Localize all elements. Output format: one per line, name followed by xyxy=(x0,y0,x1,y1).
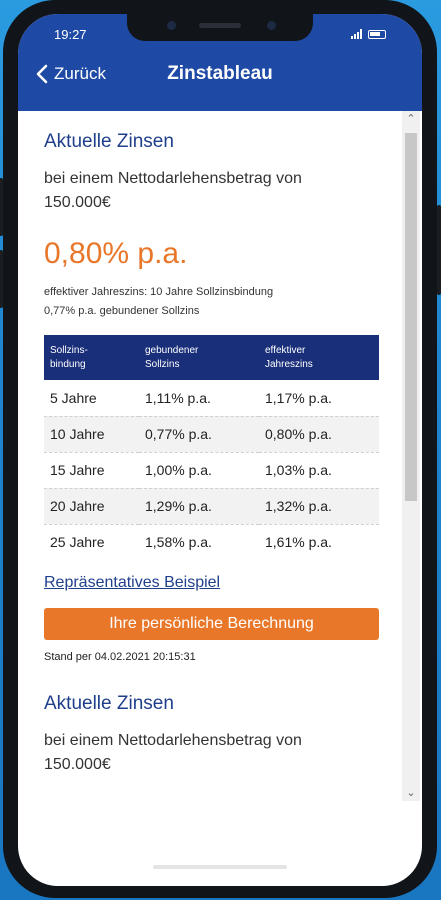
back-label: Zurück xyxy=(54,64,106,83)
table-row: 20 Jahre 1,29% p.a. 1,32% p.a. xyxy=(44,487,379,524)
chevron-left-icon xyxy=(36,64,48,84)
sensor-icon xyxy=(267,21,276,30)
speaker xyxy=(199,23,241,28)
table-row: 10 Jahre 0,77% p.a. 0,80% p.a. xyxy=(44,415,379,452)
status-time: 19:27 xyxy=(54,27,87,42)
table-cell: 1,58% p.a. xyxy=(139,523,259,560)
header-line: Sollzins- xyxy=(50,344,88,356)
table-header-row: Sollzins- bindung gebundener Sollzins ef… xyxy=(44,335,379,380)
header-line: Jahreszins xyxy=(265,358,313,370)
rate-note-line: effektiver Jahreszins: 10 Jahre Sollzins… xyxy=(44,286,274,298)
table-cell: 20 Jahre xyxy=(44,487,139,524)
status-icons xyxy=(351,29,386,39)
rate-note-line: 0,77% p.a. gebundener Sollzins xyxy=(44,305,200,317)
main-content: Aktuelle Zinsen bei einem Nettodarlehens… xyxy=(44,111,394,811)
scrollbar-thumb[interactable] xyxy=(405,133,417,501)
home-indicator[interactable] xyxy=(153,865,287,869)
loan-amount: 150.000€ xyxy=(44,194,111,211)
camera-icon xyxy=(167,21,176,30)
subtitle-line: bei einem Nettodarlehensbetrag von xyxy=(44,732,302,749)
effective-rate: 0,80% p.a. xyxy=(44,237,188,270)
back-button[interactable]: Zurück xyxy=(36,64,106,84)
table-row: 5 Jahre 1,11% p.a. 1,17% p.a. xyxy=(44,380,379,416)
table-row: 25 Jahre 1,58% p.a. 1,61% p.a. xyxy=(44,523,379,560)
table-cell: 1,17% p.a. xyxy=(265,389,332,406)
signal-icon xyxy=(351,29,362,39)
table-row: 15 Jahre 1,00% p.a. 1,03% p.a. xyxy=(44,451,379,488)
app-header: 19:27 Zurück Zinstableau xyxy=(18,14,422,111)
column-header: effektiver Jahreszins xyxy=(259,335,379,380)
column-header: gebundener Sollzins xyxy=(139,335,259,380)
loan-amount-text: bei einem Nettodarlehensbetrag von 150.0… xyxy=(44,729,394,777)
volume-up-button xyxy=(0,178,3,236)
header-line: gebundener xyxy=(145,344,199,356)
rates-table: Sollzins- bindung gebundener Sollzins ef… xyxy=(44,335,379,560)
scrollbar[interactable]: ⌃ ⌄ xyxy=(402,111,420,801)
example-link[interactable]: Repräsentatives Beispiel xyxy=(44,574,221,591)
personal-calculation-button[interactable]: Ihre persönliche Berechnung xyxy=(44,608,379,640)
screen: 19:27 Zurück Zinstableau ⌃ ⌄ Aktuelle Zi… xyxy=(18,14,422,886)
header-line: bindung xyxy=(50,358,86,370)
table-cell: 1,03% p.a. xyxy=(259,451,379,488)
table-cell: 0,80% p.a. xyxy=(259,415,379,452)
table-cell: 1,11% p.a. xyxy=(145,389,211,406)
scroll-down-button[interactable]: ⌄ xyxy=(406,787,416,799)
scroll-up-button[interactable]: ⌃ xyxy=(406,113,416,125)
table-cell: 5 Jahre xyxy=(50,389,97,406)
table-cell: 1,29% p.a. xyxy=(139,487,259,524)
header-line: Sollzins xyxy=(145,358,180,370)
page-title: Zinstableau xyxy=(167,63,273,84)
subtitle-line: bei einem Nettodarlehensbetrag von xyxy=(44,170,302,187)
power-button xyxy=(437,205,441,295)
loan-amount: 150.000€ xyxy=(44,756,111,773)
table-cell: 1,00% p.a. xyxy=(139,451,259,488)
table-cell: 15 Jahre xyxy=(44,451,139,488)
notch xyxy=(127,14,313,41)
volume-down-button xyxy=(0,250,3,308)
timestamp-text: Stand per 04.02.2021 20:15:31 xyxy=(44,651,196,663)
table-cell: 1,32% p.a. xyxy=(259,487,379,524)
table-cell: 0,77% p.a. xyxy=(139,415,259,452)
section-heading: Aktuelle Zinsen xyxy=(44,131,174,152)
column-header: Sollzins- bindung xyxy=(44,335,139,380)
rate-note: effektiver Jahreszins: 10 Jahre Sollzins… xyxy=(44,283,394,321)
table-cell: 1,61% p.a. xyxy=(259,523,379,560)
table-cell: 10 Jahre xyxy=(44,415,139,452)
battery-icon xyxy=(368,30,386,39)
table-cell: 25 Jahre xyxy=(44,523,139,560)
section-heading: Aktuelle Zinsen xyxy=(44,693,174,714)
loan-amount-text: bei einem Nettodarlehensbetrag von 150.0… xyxy=(44,167,394,215)
header-line: effektiver xyxy=(265,344,306,356)
